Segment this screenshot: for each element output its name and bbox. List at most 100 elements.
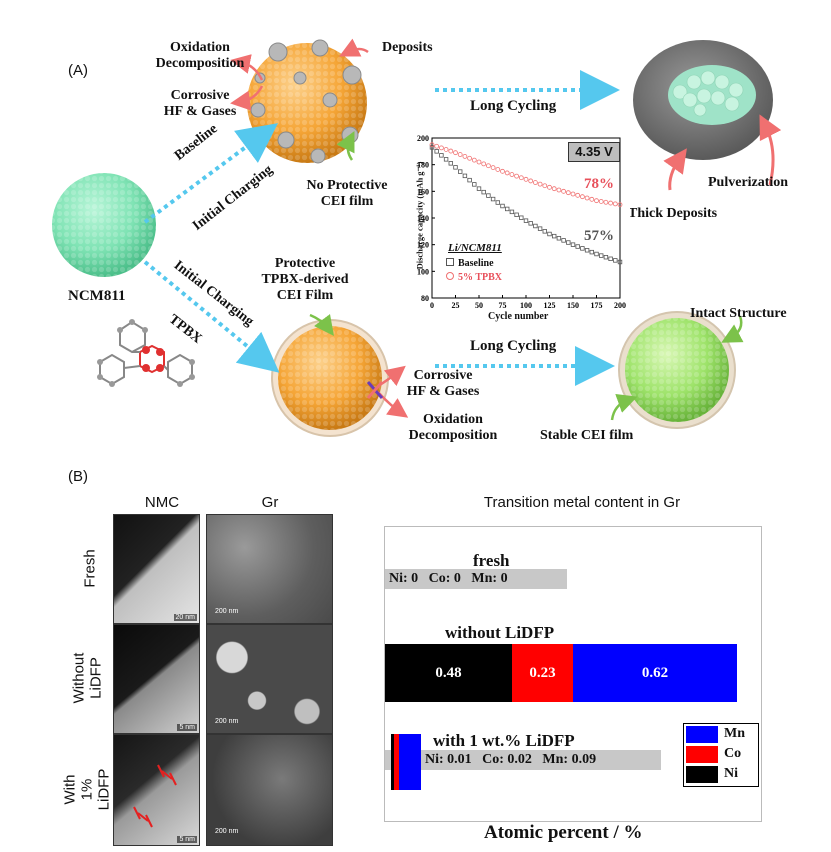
- baseline-point: [476, 186, 482, 191]
- arrow-thick-deposits: [663, 148, 687, 191]
- baseline-point: [566, 240, 571, 245]
- baseline-point: [458, 169, 463, 174]
- tpbx-point: [579, 194, 585, 200]
- tpbx-point: [439, 145, 444, 151]
- scale-bar-200nm-a: 200 nm: [215, 608, 239, 615]
- tpbx-point: [570, 191, 576, 197]
- ytick-label: 160: [417, 187, 429, 196]
- oxidation-bottom-label: Oxidation Decomposition: [408, 412, 498, 443]
- baseline-point: [453, 165, 458, 170]
- baseline-point: [505, 206, 510, 212]
- arrow-initial-baseline: [143, 123, 279, 224]
- baseline-point: [439, 153, 444, 158]
- row-without-label: Without LiDFP: [70, 652, 105, 704]
- baseline-point: [575, 244, 580, 249]
- deposits-label: Deposits: [382, 40, 433, 55]
- baseline-point: [561, 238, 566, 243]
- baseline-point: [519, 215, 524, 220]
- legend-baseline: Baseline: [446, 258, 494, 269]
- tpbx-point: [467, 155, 472, 161]
- long-cycling-top-label: Long Cycling: [470, 98, 557, 114]
- xtick-label: 100: [520, 301, 532, 310]
- without-title: without LiDFP: [445, 623, 555, 642]
- tpbx-point: [556, 187, 562, 193]
- baseline-point: [467, 177, 472, 183]
- panel-a-graphics: [52, 38, 782, 437]
- panel-a-label: (A): [68, 62, 88, 79]
- capacity-inset-chart: 0 25 50 75 100 125 150 175 200 200 180 160 140 120 100…: [398, 130, 630, 325]
- arrow-intact: [721, 315, 744, 343]
- cell-label: Li/NCM811: [448, 242, 502, 254]
- gr-without-image: 200 nm: [206, 624, 333, 734]
- tpbx-point: [575, 192, 581, 198]
- nmc-without-image: 5 nm: [113, 624, 200, 734]
- tpbx-point: [594, 198, 599, 204]
- arrow-protective: [309, 313, 335, 336]
- tpbx-point: [514, 173, 519, 179]
- baseline-point: [589, 249, 594, 255]
- tpbx-point: [547, 184, 552, 190]
- ncm811-label: NCM811: [68, 288, 126, 304]
- baseline-point: [594, 251, 599, 257]
- tpbx-particle: [271, 319, 389, 437]
- baseline-point: [533, 223, 538, 229]
- protective-label: Protective TPBX-derived CEI Film: [261, 256, 349, 303]
- baseline-point: [551, 233, 557, 239]
- tpbx-point: [443, 147, 449, 152]
- tpbx-point: [481, 161, 487, 167]
- legend-tpbx: 5% TPBX: [446, 272, 502, 283]
- tpbx-point: [495, 167, 501, 172]
- pct-baseline-label: 57%: [584, 228, 614, 244]
- intact-particle: [618, 311, 736, 429]
- tpbx-point: [603, 199, 609, 205]
- tpbx-point: [537, 181, 543, 187]
- tpbx-point: [429, 142, 435, 148]
- tpbx-point: [612, 201, 618, 207]
- fresh-title: fresh: [473, 551, 510, 570]
- col-nmc-header: NMC: [144, 494, 180, 511]
- baseline-point: [481, 189, 486, 195]
- pulverized-particle: [633, 40, 773, 160]
- without-bar: 0.48 0.23 0.62: [385, 644, 761, 702]
- row-with-label: With 1% LiDFP: [61, 768, 113, 810]
- tm-chart-title: Transition metal content in Gr: [483, 494, 681, 511]
- xtick-label: 200: [614, 301, 626, 310]
- oxidation-top-label: Oxidation Decomposition: [155, 40, 245, 71]
- tpbx-point: [589, 196, 595, 202]
- legend-mn: Mn: [724, 726, 745, 741]
- arrow-oxidation-top: [230, 54, 264, 81]
- bar2-segment-co: [393, 734, 399, 790]
- scale-bar-5nm-b: 5 nm: [177, 836, 197, 843]
- tm-legend: Mn Co Ni: [683, 723, 759, 787]
- baseline-point: [547, 231, 552, 237]
- tpbx-point: [528, 178, 534, 184]
- inset-xlabel: Cycle number: [488, 311, 549, 322]
- capacity-chart-svg: 0 25 50 75 100 125 150 175 200 200 180 160 140 120 100…: [417, 134, 626, 310]
- legend-co: Co: [724, 746, 742, 761]
- col-gr-header: Gr: [261, 494, 279, 511]
- tpbx-point: [504, 170, 510, 176]
- baseline-point: [448, 161, 453, 166]
- tpbx-point: [551, 186, 557, 192]
- intact-structure-label: Intact Structure: [690, 306, 787, 321]
- baseline-point: [598, 253, 604, 258]
- nmc-fresh-image: 20 nm: [113, 514, 200, 624]
- baseline-point: [472, 182, 477, 187]
- tm-content-chart: fresh Ni: 0 Co: 0 Mn: 0 without LiDFP 0.…: [384, 526, 762, 822]
- bar-segment-mn: 0.62: [572, 644, 737, 702]
- xtick-label: 25: [452, 301, 460, 310]
- tpbx-point: [476, 159, 482, 165]
- tpbx-point: [457, 152, 463, 157]
- arrow-initial-tpbx: [143, 260, 280, 373]
- xtick-label: 150: [567, 301, 579, 310]
- baseline-point: [537, 226, 543, 231]
- baseline-point: [542, 229, 547, 234]
- baseline-point: [490, 196, 496, 202]
- tpbx-point: [471, 157, 477, 163]
- baseline-point: [570, 242, 576, 247]
- long-cycling-bottom-label: Long Cycling: [470, 338, 557, 354]
- baseline-point: [523, 218, 529, 223]
- baseline-point: [443, 157, 449, 162]
- arrow-deposits: [339, 38, 369, 57]
- baseline-point: [462, 173, 468, 179]
